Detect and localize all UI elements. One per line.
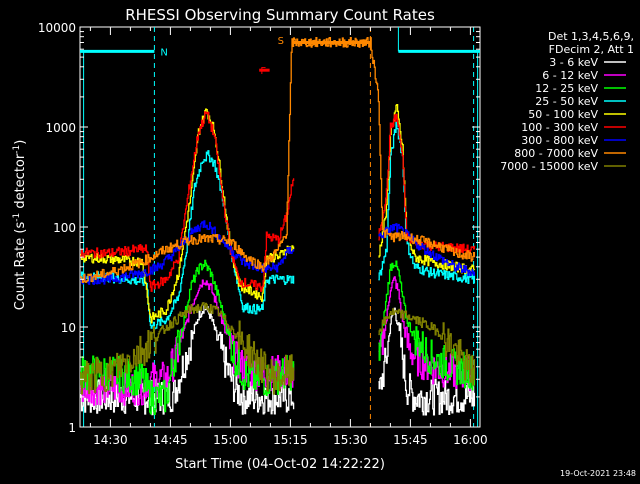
series-line bbox=[80, 305, 476, 416]
overlay-label-s: S bbox=[278, 36, 284, 47]
series-line bbox=[80, 111, 476, 292]
series-1 bbox=[80, 305, 476, 416]
legend-header: FDecim 2, Att 1 bbox=[549, 43, 634, 56]
series-line bbox=[80, 302, 476, 395]
series-8 bbox=[80, 36, 476, 283]
y-tick-label: 1 bbox=[68, 421, 76, 435]
y-axis: 1 10 100 1000 10000 bbox=[38, 21, 480, 435]
series-line bbox=[80, 259, 476, 415]
timestamp: 19-Oct-2021 23:48 bbox=[560, 469, 636, 478]
legend-entry-label: 25 - 50 keV bbox=[535, 95, 598, 108]
legend: Det 1,3,4,5,6,9,FDecim 2, Att 13 - 6 keV… bbox=[500, 30, 634, 173]
x-tick-label: 15:30 bbox=[333, 433, 368, 447]
overlay-label-f: F bbox=[260, 66, 266, 77]
chart-title: RHESSI Observing Summary Count Rates bbox=[125, 6, 435, 24]
x-tick-label: 16:00 bbox=[453, 433, 488, 447]
y-axis-label-end: ) bbox=[13, 140, 28, 145]
x-axis: 14:30 14:45 15:00 15:15 15:30 15:45 16:00 bbox=[89, 27, 488, 447]
y-tick-label: 10000 bbox=[38, 21, 76, 35]
y-tick-label: 1000 bbox=[45, 121, 76, 135]
legend-entry-label: 50 - 100 keV bbox=[528, 108, 598, 121]
legend-entry-label: 100 - 300 keV bbox=[521, 121, 598, 134]
series-line bbox=[80, 104, 476, 324]
legend-entry-label: 7000 - 15000 keV bbox=[500, 160, 598, 173]
y-axis-label-sup2: -1 bbox=[12, 145, 22, 154]
legend-entry-label: 3 - 6 keV bbox=[549, 56, 598, 69]
series-9 bbox=[80, 302, 476, 395]
x-tick-label: 14:30 bbox=[93, 433, 128, 447]
series-layer bbox=[80, 36, 476, 416]
series-6 bbox=[80, 111, 476, 292]
x-tick-label: 15:00 bbox=[213, 433, 248, 447]
y-axis-label-sup1: -1 bbox=[12, 213, 22, 222]
legend-entry-label: 6 - 12 keV bbox=[542, 69, 598, 82]
legend-entry-label: 300 - 800 keV bbox=[521, 134, 598, 147]
series-line bbox=[80, 121, 476, 330]
series-5 bbox=[80, 104, 476, 324]
y-axis-label-mid: detector bbox=[13, 153, 28, 213]
x-tick-label: 15:15 bbox=[273, 433, 308, 447]
series-4 bbox=[80, 121, 476, 330]
legend-entry-label: 12 - 25 keV bbox=[535, 82, 598, 95]
x-tick-label: 15:45 bbox=[393, 433, 428, 447]
series-3 bbox=[80, 259, 476, 415]
x-axis-label: Start Time (04-Oct-02 14:22:22) bbox=[175, 457, 385, 472]
y-axis-label: Count Rate (s-1 detector-1) bbox=[12, 140, 28, 311]
y-axis-label-main: Count Rate (s bbox=[13, 222, 28, 311]
legend-entry-label: 800 - 7000 keV bbox=[514, 147, 598, 160]
y-tick-label: 100 bbox=[53, 221, 76, 235]
overlay-label-n: N bbox=[160, 47, 167, 58]
y-tick-label: 10 bbox=[61, 321, 76, 335]
series-line bbox=[80, 36, 476, 283]
x-tick-label: 14:45 bbox=[153, 433, 188, 447]
legend-header: Det 1,3,4,5,6,9, bbox=[548, 30, 634, 43]
